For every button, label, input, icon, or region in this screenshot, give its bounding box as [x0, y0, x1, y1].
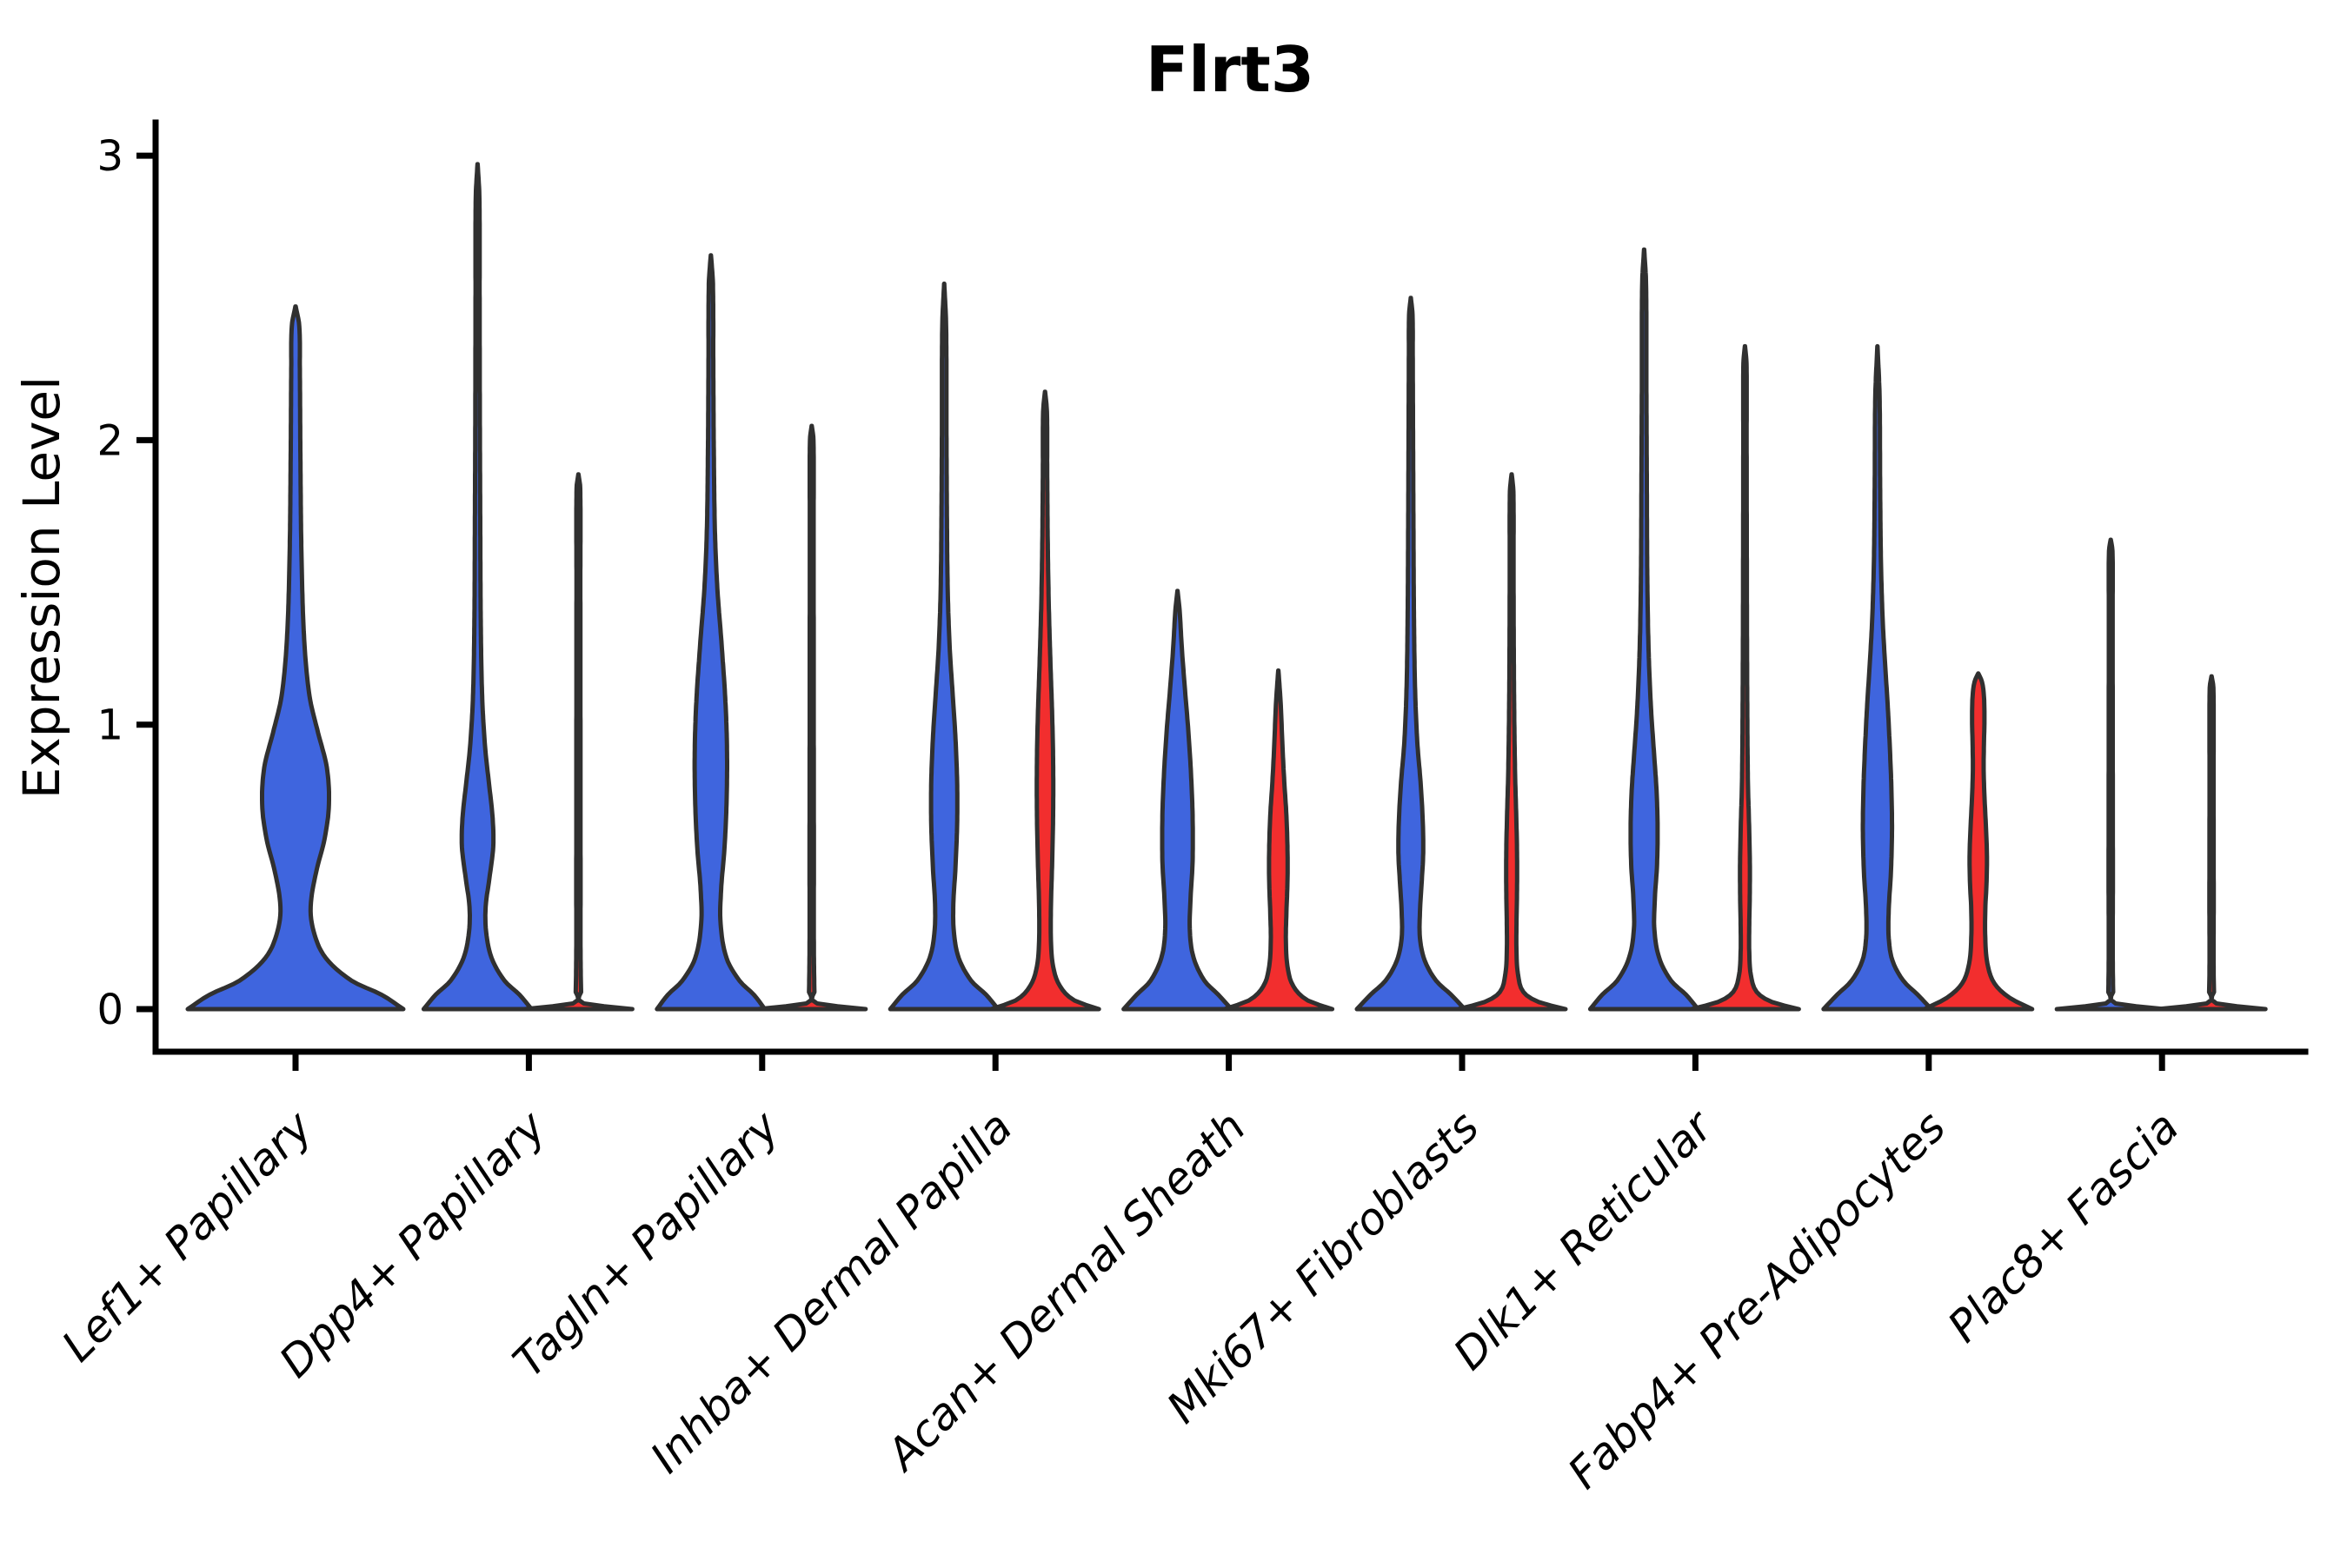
- y-tick-label-1: 1: [96, 701, 123, 750]
- y-tick-label-2: 2: [96, 416, 123, 465]
- y-tick-label-3: 3: [96, 132, 123, 181]
- violin-plac8-fascia-red: [2155, 674, 2268, 1012]
- axes-layer: [152, 119, 2309, 1055]
- x-tick-label-lef1-papillary: Lef1+ Papillary: [52, 1100, 322, 1371]
- violin-fabp4-pre-adipocytes-blue: [1821, 343, 1934, 1012]
- violin-mki67-fibroblasts-red: [1455, 472, 1568, 1012]
- violin-plac8-fascia-blue: [2054, 537, 2167, 1012]
- violin-fabp4-pre-adipocytes-red: [1922, 671, 2035, 1012]
- x-tick-label-dlk1-reticular: Dlk1+ Reticular: [1444, 1100, 1724, 1379]
- violin-dlk1-reticular-red: [1688, 343, 1801, 1012]
- violin-inhba-dermal-papilla-red: [988, 389, 1101, 1012]
- x-tick-label-plac8-fascia: Plac8+ Fascia: [1938, 1101, 2189, 1352]
- violin-mki67-fibroblasts-blue: [1354, 296, 1467, 1012]
- violin-tagln-papillary-blue: [655, 253, 768, 1012]
- violin-dpp4-papillary-red: [522, 472, 635, 1012]
- y-axis-label: Expression Level: [12, 376, 71, 799]
- violin-dpp4-papillary-blue: [421, 162, 534, 1012]
- violin-dlk1-reticular-blue: [1587, 247, 1700, 1012]
- y-tick-label-0: 0: [96, 986, 123, 1034]
- violin-lef1-papillary-blue: [185, 304, 406, 1012]
- violins-layer: [185, 162, 2268, 1012]
- violin-acan-dermal-sheath-red: [1222, 668, 1335, 1012]
- violin-inhba-dermal-papilla-blue: [888, 281, 1001, 1012]
- violin-tagln-papillary-red: [755, 423, 868, 1012]
- y-ticks-layer: 0 1 2 3: [96, 132, 156, 1034]
- chart-title: Flrt3: [1146, 33, 1314, 106]
- violin-acan-dermal-sheath-blue: [1121, 588, 1234, 1012]
- x-tick-label-fabp4-pre-adipocytes: Fabp4+ Pre-Adipocytes: [1559, 1101, 1956, 1498]
